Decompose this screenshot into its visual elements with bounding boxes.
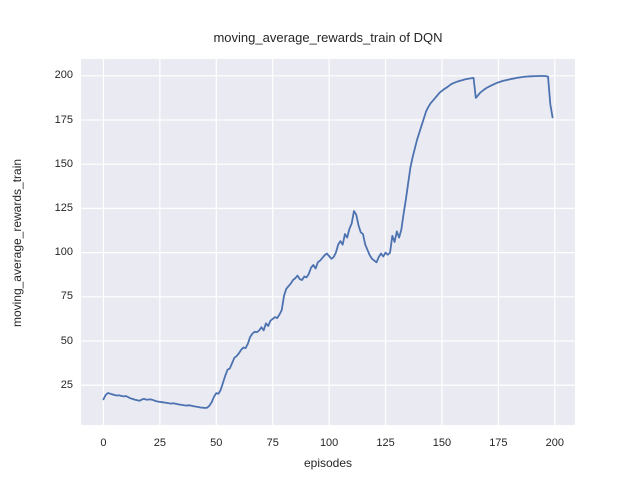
y-tick-label: 200 <box>54 69 73 82</box>
x-axis-label: episodes <box>303 456 353 470</box>
y-tick-label: 75 <box>60 290 73 303</box>
data-line-dqn <box>102 75 554 409</box>
x-tick-label: 25 <box>153 437 166 449</box>
y-axis-label: moving_average_rewards_train <box>10 158 24 328</box>
x-tick-label: 200 <box>545 437 564 449</box>
x-tick-label: 175 <box>489 437 508 449</box>
y-tick-label: 50 <box>60 334 73 347</box>
x-tick-label: 0 <box>100 437 107 449</box>
x-tick-label: 75 <box>266 437 279 449</box>
x-tick-label: 150 <box>432 437 452 449</box>
y-tick-label: 175 <box>54 113 73 126</box>
y-tick-label: 150 <box>54 157 73 170</box>
y-tick-label: 25 <box>60 378 73 391</box>
plot-background <box>81 59 575 425</box>
x-tick-label: 100 <box>319 437 339 449</box>
x-tick-label: 50 <box>210 437 223 449</box>
x-tick-label: 125 <box>376 437 395 449</box>
chart-title: moving_average_rewards_train of DQN <box>213 30 443 45</box>
y-tick-label: 100 <box>54 246 73 259</box>
y-tick-label: 125 <box>54 201 73 214</box>
